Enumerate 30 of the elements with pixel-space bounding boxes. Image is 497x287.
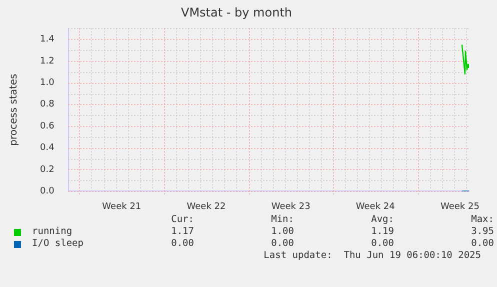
y-tick-label: 0.6	[40, 121, 55, 132]
legend-label: running	[32, 226, 72, 238]
text: 1.00	[270, 226, 294, 238]
text: Max:	[470, 214, 494, 226]
x-tick-label: Week 25	[440, 202, 480, 212]
x-tick-label: Week 24	[356, 202, 396, 212]
text: Min:	[270, 214, 294, 226]
y-tick-label: 0.2	[40, 164, 54, 175]
y-tick-label: 1.0	[40, 78, 55, 88]
y-axis-title: process states	[8, 74, 20, 146]
text: 0.00	[370, 238, 394, 250]
text: 3.95	[470, 226, 494, 238]
x-tick-label: Week 22	[186, 202, 226, 212]
text: Avg:	[370, 214, 394, 226]
text: 0.00	[170, 238, 194, 250]
text: 1.19	[370, 226, 394, 238]
text: Last update: Thu Jun 19 06:00:10 2025	[262, 250, 482, 262]
text: Cur:	[170, 214, 194, 226]
x-tick-label: Week 21	[102, 202, 142, 212]
chart-title: VMstat - by month	[180, 5, 292, 20]
x-tick-label: Week 23	[271, 202, 310, 212]
y-tick-label: 1.4	[40, 34, 55, 45]
text: 1.17	[170, 226, 194, 238]
legend-label: I/O sleep	[32, 238, 84, 250]
y-tick-label: 0.4	[40, 143, 55, 154]
text: 0.00	[270, 238, 294, 250]
y-tick-label: 0.0	[40, 186, 55, 197]
y-tick-label: 0.8	[40, 100, 55, 110]
text: 0.00	[470, 238, 494, 250]
y-tick-label: 1.2	[40, 56, 54, 66]
